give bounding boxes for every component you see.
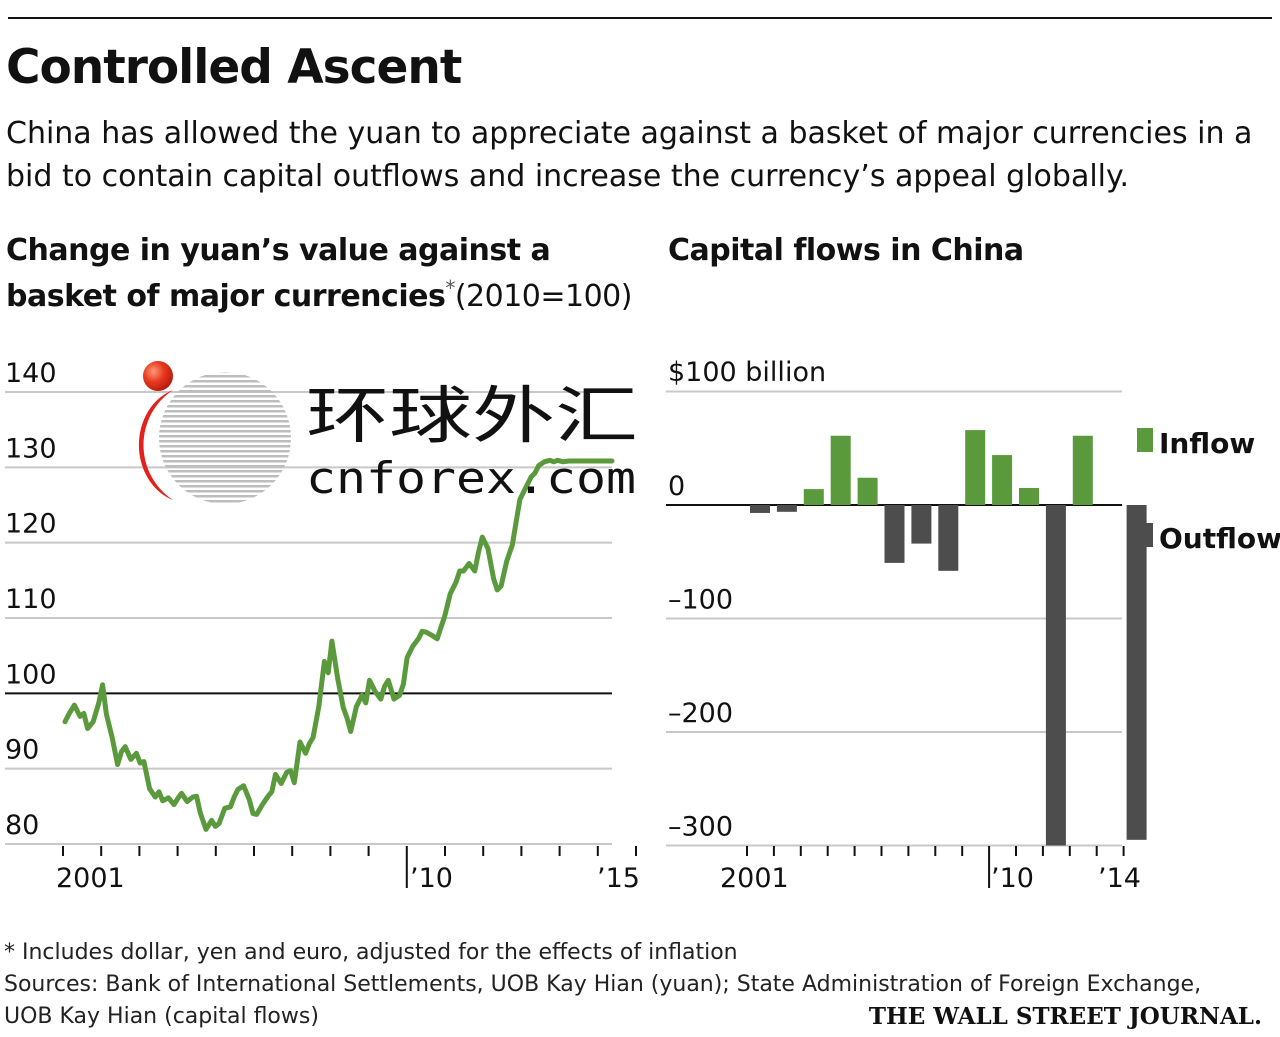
top-rule	[8, 17, 1272, 19]
capital-flows-bars	[750, 430, 1147, 846]
flows-bar-2003	[830, 435, 851, 505]
yuan-x-label-10: ’10	[410, 863, 453, 894]
yuan-chart-title-unit: (2010=100)	[454, 279, 633, 314]
yuan-y-tick-120: 120	[5, 509, 57, 540]
capital-flows-x-axis	[746, 846, 1125, 888]
flows-x-label-10: ’10	[991, 863, 1034, 894]
flows-bar-2009	[992, 455, 1013, 505]
yuan-chart-y-tick-labels: 140 130 120 110 100 90 80	[5, 358, 57, 841]
flows-bar-2008	[965, 430, 986, 505]
capital-flows-chart-title: Capital flows in China	[668, 233, 1024, 268]
flows-bar-2007	[938, 505, 959, 571]
publisher-logo: THE WALL STREET JOURNAL.	[868, 1003, 1262, 1030]
yuan-chart-title-footnote-mark: *	[445, 276, 455, 300]
cnforex-logo	[138, 361, 291, 504]
yuan-y-tick-90: 90	[5, 735, 39, 766]
graphic-title: Controlled Ascent	[6, 40, 462, 95]
legend-outflow-swatch	[1137, 523, 1153, 547]
sources-note: Sources: Bank of International Settlemen…	[4, 972, 1202, 1029]
flows-bar-2010	[1019, 487, 1039, 505]
flows-x-label-2001: 2001	[720, 863, 789, 894]
yuan-y-tick-110: 110	[5, 584, 57, 615]
yuan-chart-x-tick-labels: 2001 ’10 ’15	[56, 863, 640, 894]
yuan-y-tick-80: 80	[5, 810, 39, 841]
watermark-domain-text: cnforex.com	[306, 453, 636, 504]
flows-bar-2006	[911, 505, 932, 544]
yuan-index-line	[62, 457, 615, 832]
capital-flows-y-tick-labels: 0 –100 –200 –300	[668, 471, 733, 843]
flows-y-tick--200: –200	[668, 698, 733, 729]
watermark-chinese-text: 环球外汇	[306, 379, 638, 452]
flows-y-tick--300: –300	[668, 812, 733, 843]
flows-bar-2012	[1072, 435, 1093, 505]
flows-bar-2002	[803, 489, 824, 505]
yuan-chart-title-main: Change in yuan’s value against a basket …	[6, 233, 551, 314]
yuan-chart-x-axis	[62, 846, 637, 888]
legend-inflow-label: Inflow	[1159, 427, 1255, 460]
legend-outflow-label: Outflow	[1159, 522, 1280, 555]
legend-inflow-swatch	[1137, 428, 1153, 452]
capital-flows-unit-label: $100 billion	[668, 357, 826, 388]
yuan-x-label-2001: 2001	[56, 863, 125, 894]
yuan-y-tick-100: 100	[5, 659, 57, 690]
flows-bar-2004	[857, 477, 878, 505]
yuan-chart-title: Change in yuan’s value against a basket …	[6, 228, 656, 320]
flows-bar-2005	[884, 505, 905, 563]
footnote: * Includes dollar, yen and euro, adjuste…	[4, 940, 738, 965]
capital-flows-legend: Inflow Outflow	[1137, 427, 1280, 555]
yuan-x-label-15: ’15	[597, 863, 640, 894]
flows-bar-2001	[776, 505, 797, 512]
flows-y-tick--100: –100	[668, 585, 733, 616]
flows-x-label-14: ’14	[1098, 863, 1141, 894]
graphic-subtitle: China has allowed the yuan to appreciate…	[6, 116, 1253, 194]
yuan-y-tick-130: 130	[5, 433, 57, 464]
flows-y-tick-0: 0	[668, 471, 685, 502]
cnforex-watermark: 环球外汇 cnforex.com	[138, 361, 638, 504]
flows-bar-2000	[750, 505, 770, 513]
yuan-y-tick-140: 140	[5, 358, 57, 389]
flows-bar-2011	[1045, 505, 1066, 846]
flows-bar-2014	[1126, 505, 1147, 840]
capital-flows-x-tick-labels: 2001 ’10 ’14	[720, 863, 1141, 894]
